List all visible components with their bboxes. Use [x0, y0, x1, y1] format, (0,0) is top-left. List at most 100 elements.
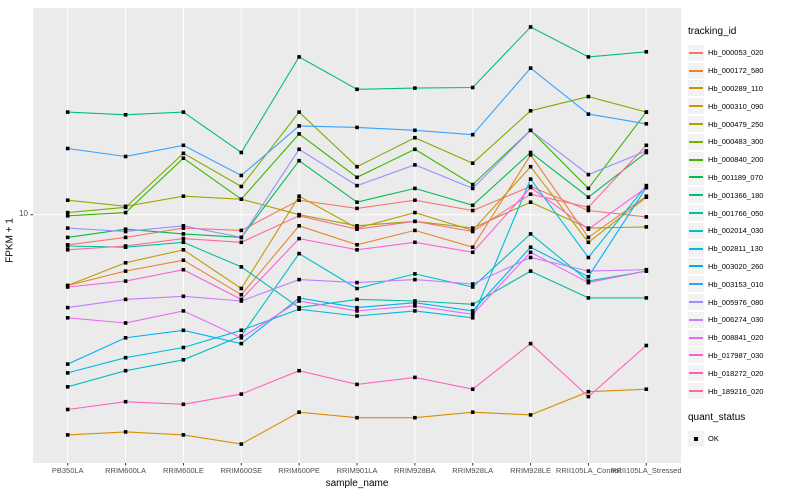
legend-label: Hb_002014_030: [708, 226, 764, 236]
data-point: [528, 153, 533, 157]
data-point: [181, 226, 186, 230]
data-point: [181, 156, 186, 160]
data-point: [297, 299, 301, 303]
data-point: [239, 150, 244, 155]
legend-label: Hb_000840_200: [708, 155, 764, 165]
data-point: [355, 200, 359, 204]
data-point: [181, 358, 186, 362]
data-point: [297, 124, 301, 128]
legend-key-line: [689, 140, 703, 143]
data-point: [181, 328, 186, 333]
legend-row: Hb_008841_020: [688, 329, 800, 347]
data-point: [65, 316, 70, 320]
data-point: [239, 228, 244, 233]
data-point: [413, 304, 417, 308]
data-point: [413, 135, 417, 140]
data-point: [528, 341, 533, 346]
data-point: [65, 407, 70, 412]
data-point: [181, 194, 186, 198]
legend-label: Hb_006274_030: [708, 315, 764, 325]
data-point: [413, 415, 417, 420]
data-point: [528, 128, 533, 133]
data-point: [65, 385, 70, 389]
legend-row: Hb_002811_130: [688, 240, 800, 258]
data-point: [181, 224, 186, 228]
data-point: [644, 110, 649, 114]
legend-row: Hb_003153_010: [688, 275, 800, 293]
data-point: [413, 309, 417, 313]
data-point: [413, 86, 417, 90]
legend-key-swatch: [688, 116, 704, 133]
data-point: [644, 343, 649, 348]
data-point: [65, 362, 70, 366]
data-point: [528, 66, 533, 70]
data-point: [413, 198, 417, 202]
data-point: [528, 269, 533, 273]
data-point: [123, 297, 128, 302]
data-point: [644, 50, 649, 54]
x-tick-label: RRIM600LE: [162, 466, 204, 475]
x-tick-label: RRIM928LA: [452, 466, 494, 475]
data-point: [65, 248, 70, 252]
data-point: [413, 219, 417, 224]
legend-key-swatch: [688, 276, 704, 293]
legend-row: Hb_000310_090: [688, 97, 800, 115]
data-point: [181, 232, 186, 236]
data-point: [644, 225, 649, 229]
data-point: [123, 355, 128, 360]
data-point: [123, 244, 128, 248]
data-point: [470, 387, 475, 391]
data-point: [470, 229, 475, 234]
x-tick-label: RRII105LA_Control: [555, 466, 621, 475]
data-point: [181, 294, 186, 299]
legend-row-quant-status: OK: [688, 430, 800, 448]
data-point: [470, 132, 475, 137]
data-point: [123, 210, 128, 215]
data-point: [239, 442, 244, 446]
legend-label: Hb_002811_130: [708, 244, 763, 254]
data-point: [644, 185, 649, 190]
data-point: [181, 240, 186, 245]
data-point: [644, 143, 649, 148]
data-point: [413, 240, 417, 245]
legend-key-swatch: [688, 347, 704, 364]
data-point: [586, 94, 591, 99]
legend-row: Hb_000840_200: [688, 151, 800, 169]
data-point: [470, 285, 475, 289]
data-point: [297, 55, 301, 59]
legend-row: Hb_001366_180: [688, 186, 800, 204]
legend-key-swatch: [688, 383, 704, 400]
legend-title-tracking-id: tracking_id: [688, 26, 737, 37]
data-point: [586, 269, 591, 273]
legend-key-list: Hb_000053_020 Hb_000172_580 Hb_000289_110 H…: [688, 44, 800, 400]
data-point: [470, 250, 475, 255]
data-point: [239, 334, 244, 338]
data-point: [528, 25, 533, 29]
legend-key-line: [689, 283, 703, 286]
data-point: [528, 232, 533, 236]
data-point: [355, 297, 359, 302]
data-point: [528, 200, 533, 204]
x-axis-title: sample_name: [325, 478, 389, 489]
data-point: [470, 186, 475, 191]
legend-key-line: [689, 158, 703, 161]
data-point: [644, 183, 649, 188]
data-point: [181, 433, 186, 437]
data-point: [239, 392, 244, 396]
legend-label: Hb_003153_010: [708, 279, 764, 289]
data-point: [470, 161, 475, 165]
data-point: [239, 197, 244, 201]
data-point: [239, 297, 244, 302]
data-point: [355, 280, 359, 285]
data-point: [181, 402, 186, 407]
data-point: [65, 244, 70, 248]
legend-key-line: [689, 105, 703, 108]
data-point: [239, 328, 244, 333]
legend-key-swatch: [688, 62, 704, 79]
x-tick-label: RRIM600LA: [105, 466, 146, 475]
data-point: [586, 112, 591, 116]
data-point: [470, 309, 475, 313]
legend-key-line: [689, 336, 703, 339]
data-point: [644, 215, 649, 219]
legend-label: Hb_000172_580: [708, 66, 764, 76]
